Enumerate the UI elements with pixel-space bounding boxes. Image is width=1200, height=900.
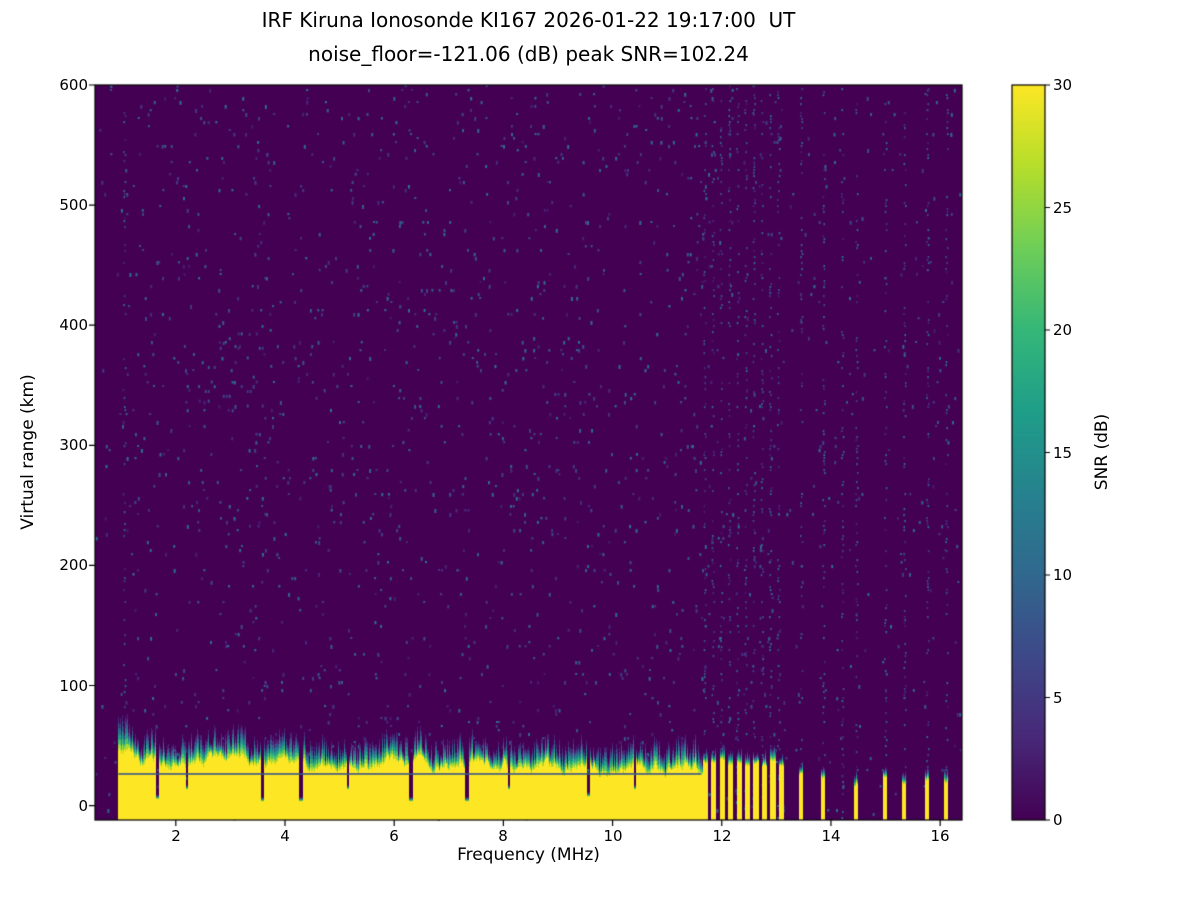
y-tick-label: 600 [59, 76, 88, 94]
y-axis-label: Virtual range (km) [18, 374, 38, 530]
x-tick-label: 6 [389, 827, 399, 845]
colorbar-tick-label: 0 [1053, 811, 1063, 829]
colorbar-tick-label: 15 [1053, 444, 1073, 462]
colorbar-label: SNR (dB) [1092, 413, 1112, 491]
y-tick-label: 400 [59, 316, 88, 334]
chart-title: IRF Kiruna Ionosonde KI167 2026-01-22 19… [261, 8, 796, 32]
colorbar-tick-label: 10 [1053, 566, 1073, 584]
colorbar-tick-label: 25 [1053, 199, 1073, 217]
y-tick-label: 0 [78, 797, 88, 815]
y-tick-label: 300 [59, 436, 88, 454]
x-tick-label: 8 [498, 827, 508, 845]
colorbar-tick-label: 20 [1053, 321, 1073, 339]
x-tick-label: 14 [821, 827, 841, 845]
x-tick-label: 12 [712, 827, 732, 845]
colorbar-tick-label: 5 [1053, 689, 1063, 707]
x-tick-label: 2 [171, 827, 181, 845]
y-tick-label: 500 [59, 196, 88, 214]
x-tick-label: 10 [603, 827, 623, 845]
colorbar-tick-label: 30 [1053, 76, 1073, 94]
x-tick-label: 16 [930, 827, 950, 845]
chart-subtitle: noise_floor=-121.06 (dB) peak SNR=102.24 [308, 42, 749, 66]
y-tick-label: 100 [59, 677, 88, 695]
x-tick-label: 4 [280, 827, 290, 845]
x-axis-label: Frequency (MHz) [457, 845, 600, 865]
y-tick-label: 200 [59, 556, 88, 574]
